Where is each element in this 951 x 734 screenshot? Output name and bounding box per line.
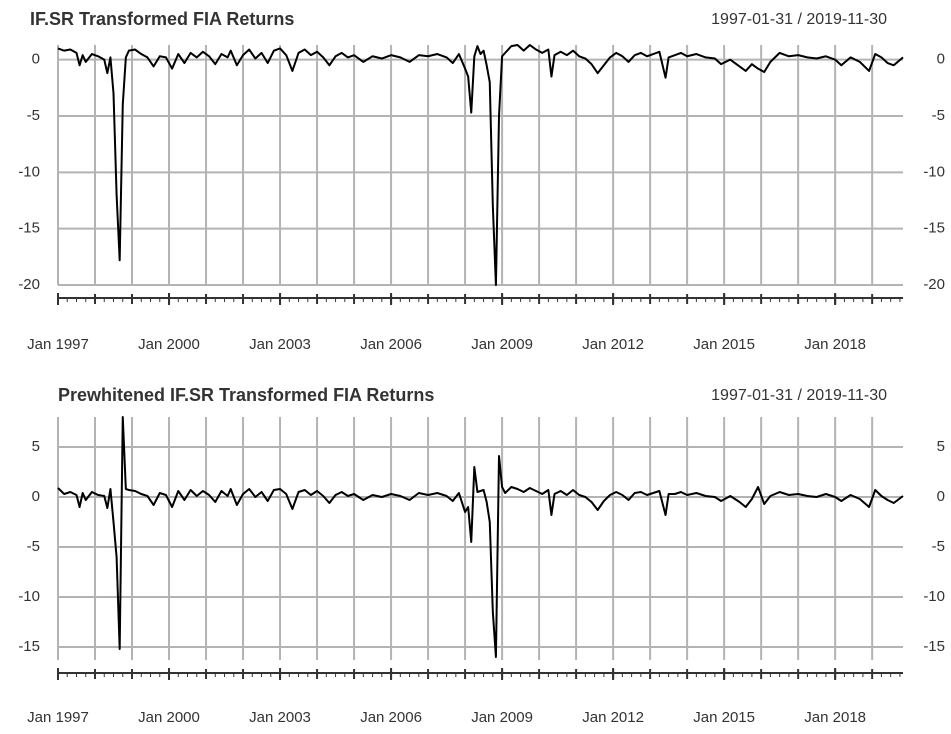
y-tick-label-right: -5 [932,107,945,124]
y-tick-label: 0 [32,51,40,68]
x-tick-label: Jan 2015 [693,336,755,353]
x-tick-label: Jan 2003 [249,336,311,353]
y-tick-label-right: -5 [932,538,945,555]
y-tick-label: -5 [27,107,40,124]
date-range: 1997-01-31 / 2019-11-30 [711,387,887,404]
x-tick-label: Jan 2018 [804,709,866,726]
y-tick-label-right: 0 [937,488,945,505]
y-tick-label-right: 5 [937,438,945,455]
series-line [57,44,904,286]
date-range: 1997-01-31 / 2019-11-30 [711,11,887,28]
y-tick-label-right: -20 [923,276,945,293]
x-tick-label: Jan 2015 [693,709,755,726]
x-tick-label: Jan 2000 [138,336,200,353]
chart-title: Prewhitened IF.SR Transformed FIA Return… [58,385,434,405]
x-tick-label: Jan 2012 [582,709,644,726]
chart-title: IF.SR Transformed FIA Returns [30,9,294,29]
y-tick-label: 0 [32,488,40,505]
y-tick-label-right: -15 [923,220,945,237]
x-tick-label: Jan 2006 [360,709,422,726]
y-tick-label: -5 [27,538,40,555]
y-tick-label-right: 0 [937,51,945,68]
y-tick-label-right: -10 [923,163,945,180]
y-tick-label: 5 [32,438,40,455]
y-tick-label: -15 [18,220,40,237]
x-tick-label: Jan 2009 [471,336,533,353]
series-line [57,416,904,658]
x-tick-label: Jan 2009 [471,709,533,726]
y-tick-label-right: -15 [923,638,945,655]
x-tick-label: Jan 2012 [582,336,644,353]
y-tick-label: -15 [18,638,40,655]
x-tick-label: Jan 2018 [804,336,866,353]
y-tick-label: -10 [18,588,40,605]
y-tick-label: -20 [18,276,40,293]
x-tick-label: Jan 1997 [27,336,89,353]
x-tick-label: Jan 1997 [27,709,89,726]
x-tick-label: Jan 2000 [138,709,200,726]
x-tick-label: Jan 2003 [249,709,311,726]
y-tick-label: -10 [18,163,40,180]
y-tick-label-right: -10 [923,588,945,605]
x-tick-label: Jan 2006 [360,336,422,353]
